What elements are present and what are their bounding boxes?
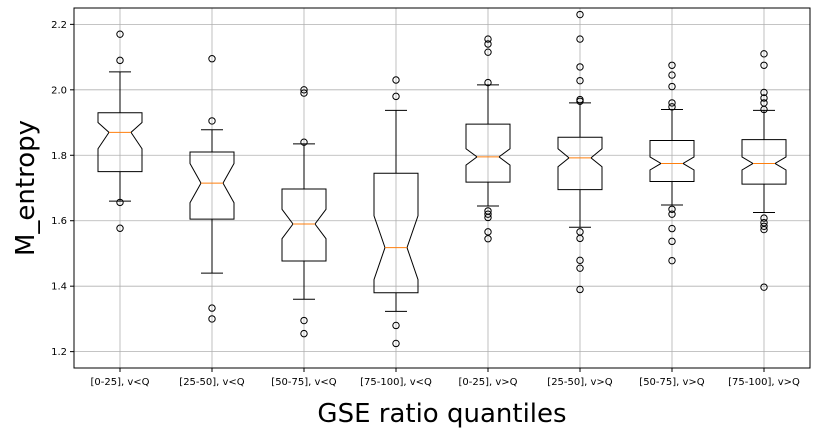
flier-point	[576, 256, 584, 265]
flier-point	[576, 10, 584, 19]
y-tick-label: 1.4	[51, 282, 67, 293]
box-body	[557, 136, 603, 191]
flier-point	[576, 76, 584, 85]
flier-point	[668, 82, 676, 91]
box-group	[97, 30, 143, 232]
flier-point	[116, 198, 124, 207]
x-tick-label: [0-25], v<Q	[90, 377, 149, 388]
boxes	[97, 10, 787, 348]
flier-point	[392, 92, 400, 101]
box-group	[741, 50, 787, 291]
flier-point	[484, 78, 492, 87]
y-tick-label: 2.2	[51, 20, 67, 31]
box-body	[741, 139, 787, 185]
flier-point	[484, 40, 492, 48]
box-group	[649, 61, 695, 265]
y-tick-label: 2.0	[51, 85, 67, 96]
x-tick-label: [25-50], v<Q	[179, 377, 245, 388]
flier-point	[760, 283, 768, 291]
flier-point	[668, 224, 676, 233]
flier-point	[300, 86, 308, 94]
y-axis-label: M_entropy	[11, 120, 41, 256]
flier-point	[300, 329, 308, 338]
y-axis-ticks: 1.2 1.4 1.6 1.8 2.0 2.2	[51, 20, 74, 358]
grid	[74, 8, 810, 368]
flier-point	[392, 339, 400, 348]
flier-point	[760, 214, 768, 222]
x-tick-label: [50-75], v>Q	[639, 377, 705, 388]
y-tick-label: 1.6	[51, 216, 67, 227]
box-group	[465, 35, 511, 243]
x-tick-label: [25-50], v>Q	[547, 377, 613, 388]
flier-point	[116, 30, 124, 38]
flier-point	[760, 61, 768, 69]
x-tick-label: [50-75], v<Q	[271, 377, 337, 388]
flier-point	[576, 95, 584, 104]
flier-point	[760, 222, 768, 230]
flier-point	[484, 228, 492, 236]
flier-point	[668, 99, 676, 107]
x-tick-label: [0-25], v>Q	[458, 377, 517, 388]
flier-point	[576, 35, 584, 43]
box-body	[649, 140, 695, 182]
flier-point	[668, 71, 676, 79]
flier-point	[484, 35, 492, 43]
flier-point	[576, 264, 584, 272]
flier-point	[208, 117, 216, 125]
flier-point	[300, 138, 308, 146]
flier-point	[116, 56, 124, 65]
box-group	[281, 86, 327, 338]
flier-point	[760, 50, 768, 58]
flier-point	[484, 210, 492, 218]
flier-point	[392, 76, 400, 84]
flier-point	[760, 218, 768, 227]
box-group	[373, 76, 419, 348]
flier-point	[300, 316, 308, 325]
flier-point	[576, 63, 584, 71]
flier-point	[668, 237, 676, 246]
flier-point	[484, 207, 492, 215]
box-group	[557, 10, 603, 294]
flier-point	[116, 224, 124, 232]
flier-point	[668, 205, 676, 213]
box-body	[281, 188, 327, 262]
flier-point	[668, 256, 676, 265]
x-tick-label: [75-100], v>Q	[728, 377, 800, 388]
plot-frame	[73, 7, 811, 369]
y-tick-label: 1.8	[51, 151, 67, 162]
flier-point	[760, 88, 768, 97]
flier-point	[668, 103, 676, 111]
flier-point	[208, 55, 216, 63]
x-axis-ticks: [0-25], v<Q [25-50], v<Q [50-75], v<Q [75-1…	[90, 368, 800, 388]
x-axis-label: GSE ratio quantiles	[317, 399, 566, 429]
flier-point	[484, 48, 492, 56]
flier-point	[576, 228, 584, 236]
box-body	[465, 123, 511, 183]
flier-point	[300, 89, 308, 97]
flier-point	[668, 61, 676, 69]
flier-point	[392, 321, 400, 330]
flier-point	[208, 315, 216, 323]
box-body	[189, 151, 235, 220]
box-body	[373, 172, 419, 294]
flier-point	[668, 210, 676, 218]
box-body	[97, 112, 143, 173]
flier-point	[208, 304, 216, 312]
x-tick-label: [75-100], v<Q	[360, 377, 432, 388]
flier-point	[760, 94, 768, 102]
y-tick-label: 1.2	[51, 347, 67, 358]
flier-point	[760, 99, 768, 107]
box-group	[189, 55, 235, 323]
flier-point	[576, 285, 584, 294]
